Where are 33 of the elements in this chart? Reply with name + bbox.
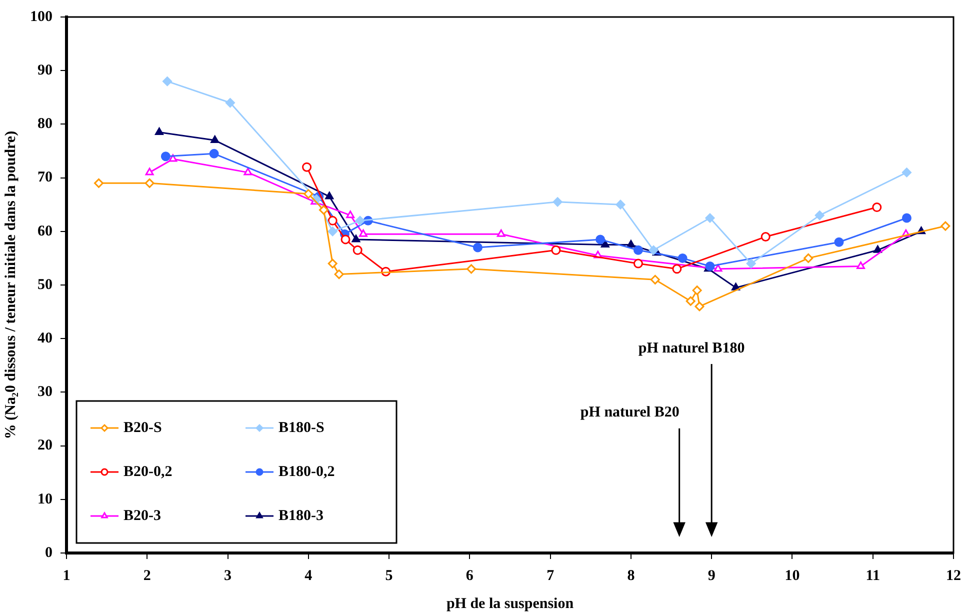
y-tick-label: 60 <box>38 223 52 240</box>
x-tick-label: 1 <box>62 568 70 584</box>
legend-label: B180-3 <box>278 508 324 524</box>
y-tick-label: 50 <box>38 276 52 293</box>
ref-line-label: pH naturel B180 <box>638 340 745 356</box>
y-tick-label: 100 <box>30 8 52 25</box>
y-tick-label: 90 <box>38 62 52 78</box>
x-tick-label: 7 <box>546 568 555 584</box>
x-tick-label: 3 <box>224 568 232 584</box>
legend-label: B20-S <box>124 420 162 436</box>
y-tick-label: 0 <box>45 544 52 561</box>
x-tick-label: 9 <box>708 568 716 584</box>
y-tick-label: 30 <box>38 384 52 400</box>
x-tick-label: 10 <box>784 568 800 584</box>
legend-label: B180-S <box>278 420 324 436</box>
y-tick-label: 80 <box>38 116 52 132</box>
x-tick-label: 5 <box>385 568 393 584</box>
legend-label: B180-0,2 <box>278 464 335 480</box>
y-tick-label: 10 <box>38 491 52 508</box>
y-tick-label: 70 <box>38 170 52 186</box>
legend-label: B20-0,2 <box>124 464 172 480</box>
ref-line-label: pH naturel B20 <box>580 404 680 421</box>
y-tick-label: 40 <box>38 330 52 346</box>
x-tick-label: 4 <box>304 568 313 584</box>
x-tick-label: 12 <box>946 568 961 584</box>
x-axis-title: pH de la suspension <box>446 596 574 612</box>
x-tick-label: 6 <box>466 568 474 584</box>
legend-label: B20-3 <box>124 508 161 524</box>
x-tick-label: 2 <box>143 568 151 584</box>
y-axis-title: % (Na₂0 dissous / teneur initiale dans la poudre) <box>2 130 19 440</box>
x-tick-label: 11 <box>866 568 880 584</box>
y-tick-label: 20 <box>38 438 52 454</box>
x-tick-label: 8 <box>627 568 635 584</box>
